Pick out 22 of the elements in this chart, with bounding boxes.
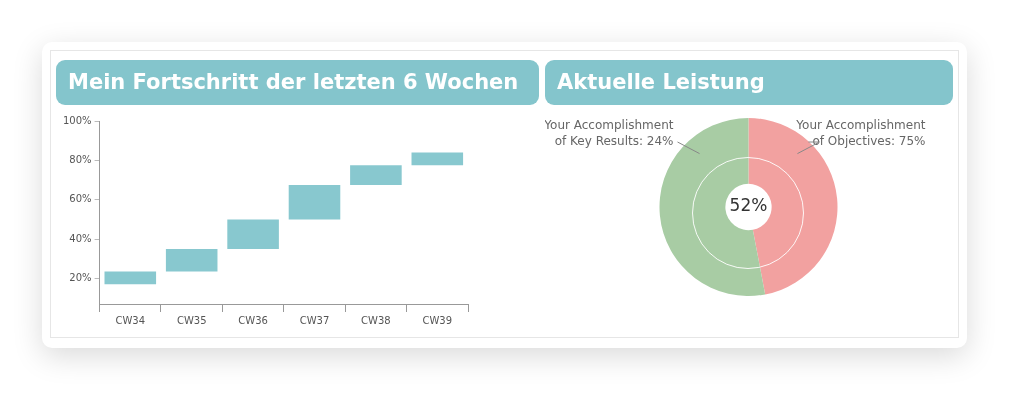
- y-tick-label: 100%: [63, 114, 92, 126]
- x-tick-label: CW34: [115, 314, 146, 326]
- y-tick-label: 60%: [69, 193, 92, 205]
- x-tick-label: CW37: [299, 314, 330, 326]
- slice-label: Your Accomplishment of Key Results: 24%: [543, 118, 674, 149]
- y-tick-label: 40%: [69, 232, 92, 244]
- x-tick-label: CW39: [422, 314, 453, 326]
- bar: [227, 219, 279, 249]
- bar: [411, 152, 464, 166]
- bar: [104, 271, 157, 285]
- x-tick-label: CW38: [361, 314, 391, 326]
- slice-label: Your Accomplishment of Objectives: 75%: [795, 118, 926, 149]
- y-tick-label: 20%: [69, 272, 92, 284]
- text: 52%: [729, 195, 768, 216]
- x-tick-label: CW35: [176, 314, 207, 326]
- bar: [288, 184, 341, 220]
- chart-title: Aktuelle Leistung: [545, 60, 953, 105]
- bar: [165, 248, 218, 272]
- x-tick-label: CW36: [238, 314, 268, 326]
- y-tick-label: 80%: [69, 153, 92, 165]
- chart-title: Mein Fortschritt der letzten 6 Wochen: [56, 60, 539, 105]
- bar: [350, 165, 402, 185]
